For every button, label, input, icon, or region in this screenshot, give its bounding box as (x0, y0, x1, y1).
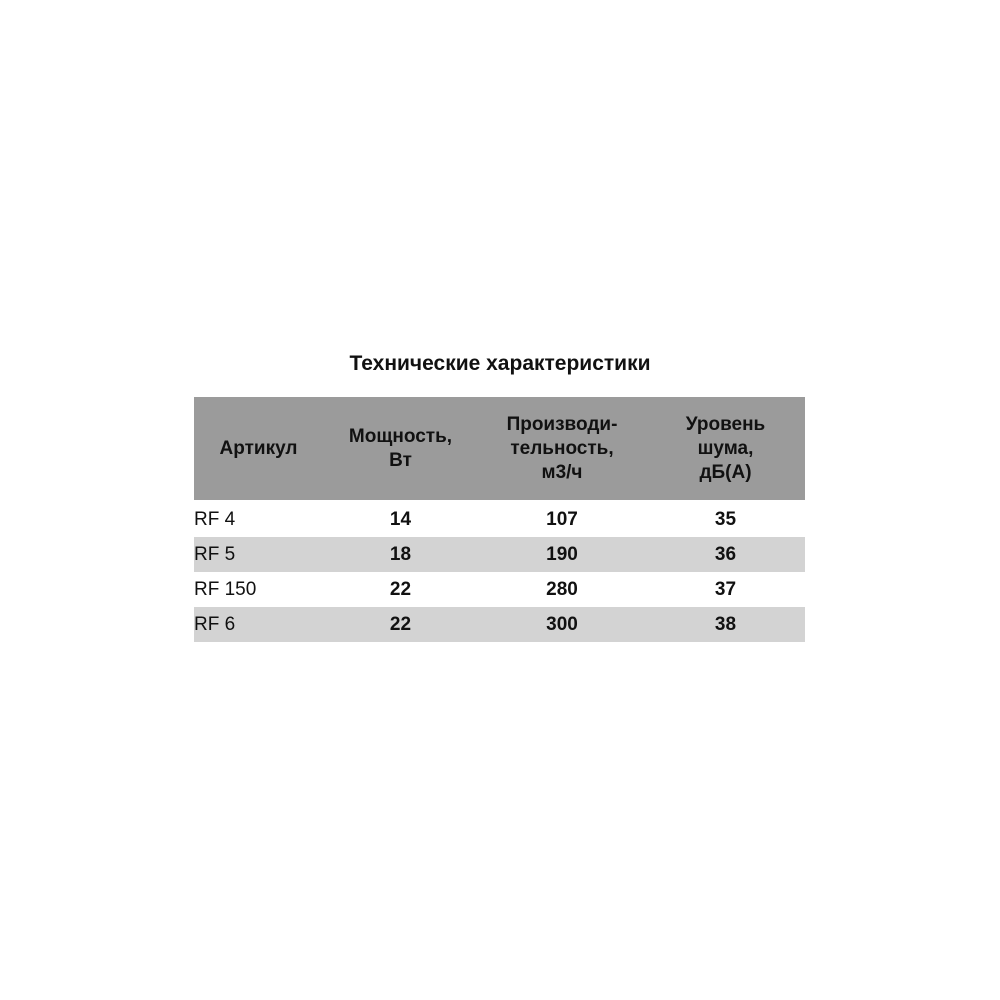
cell-noise: 36 (646, 537, 805, 572)
cell-article: RF 4 (194, 500, 323, 537)
table-row: RF 150 22 280 37 (194, 572, 805, 607)
cell-article: RF 150 (194, 578, 257, 600)
table-title: Технические характеристики (349, 352, 651, 375)
cell-power: 18 (323, 537, 478, 572)
cell-noise: 37 (714, 578, 737, 600)
header-line: Мощность, (348, 425, 453, 447)
header-line: тельность, (510, 437, 614, 459)
table-row: RF 4 14 107 35 (194, 500, 805, 537)
cell-noise: 35 (646, 500, 805, 537)
cell-power: 22 (389, 578, 412, 600)
cell-article: RF 6 (194, 607, 323, 642)
header-row: Артикул Мощность, Вт Производи-тельность,… (194, 397, 805, 501)
cell-capacity: 107 (478, 500, 646, 537)
cell-capacity: 300 (478, 607, 646, 642)
cell-power: 22 (323, 607, 478, 642)
header-line: Артикул (219, 437, 298, 459)
table-row: RF 5 18 190 36 (194, 537, 805, 572)
header-line: дБ(А) (699, 461, 752, 483)
specs-table: Артикул Мощность, Вт Производи-тельность,… (194, 397, 805, 642)
table-row: RF 6 22 300 38 (194, 607, 805, 642)
header-line: Уровень (685, 413, 766, 435)
header-line: м3/ч (541, 461, 583, 483)
header-article: Артикул (194, 397, 323, 501)
cell-capacity: 280 (546, 578, 578, 600)
header-power: Мощность, Вт (323, 397, 478, 501)
header-noise: Уровень шума, дБ(А) (646, 397, 805, 501)
cell-noise: 38 (646, 607, 805, 642)
header-capacity: Производи-тельность, м3/ч (478, 397, 646, 501)
cell-power: 14 (323, 500, 478, 537)
header-line: Вт (389, 449, 412, 471)
header-line: шума, (697, 437, 754, 459)
cell-capacity: 190 (478, 537, 646, 572)
header-line: Производи- (506, 413, 618, 435)
cell-article: RF 5 (194, 537, 323, 572)
